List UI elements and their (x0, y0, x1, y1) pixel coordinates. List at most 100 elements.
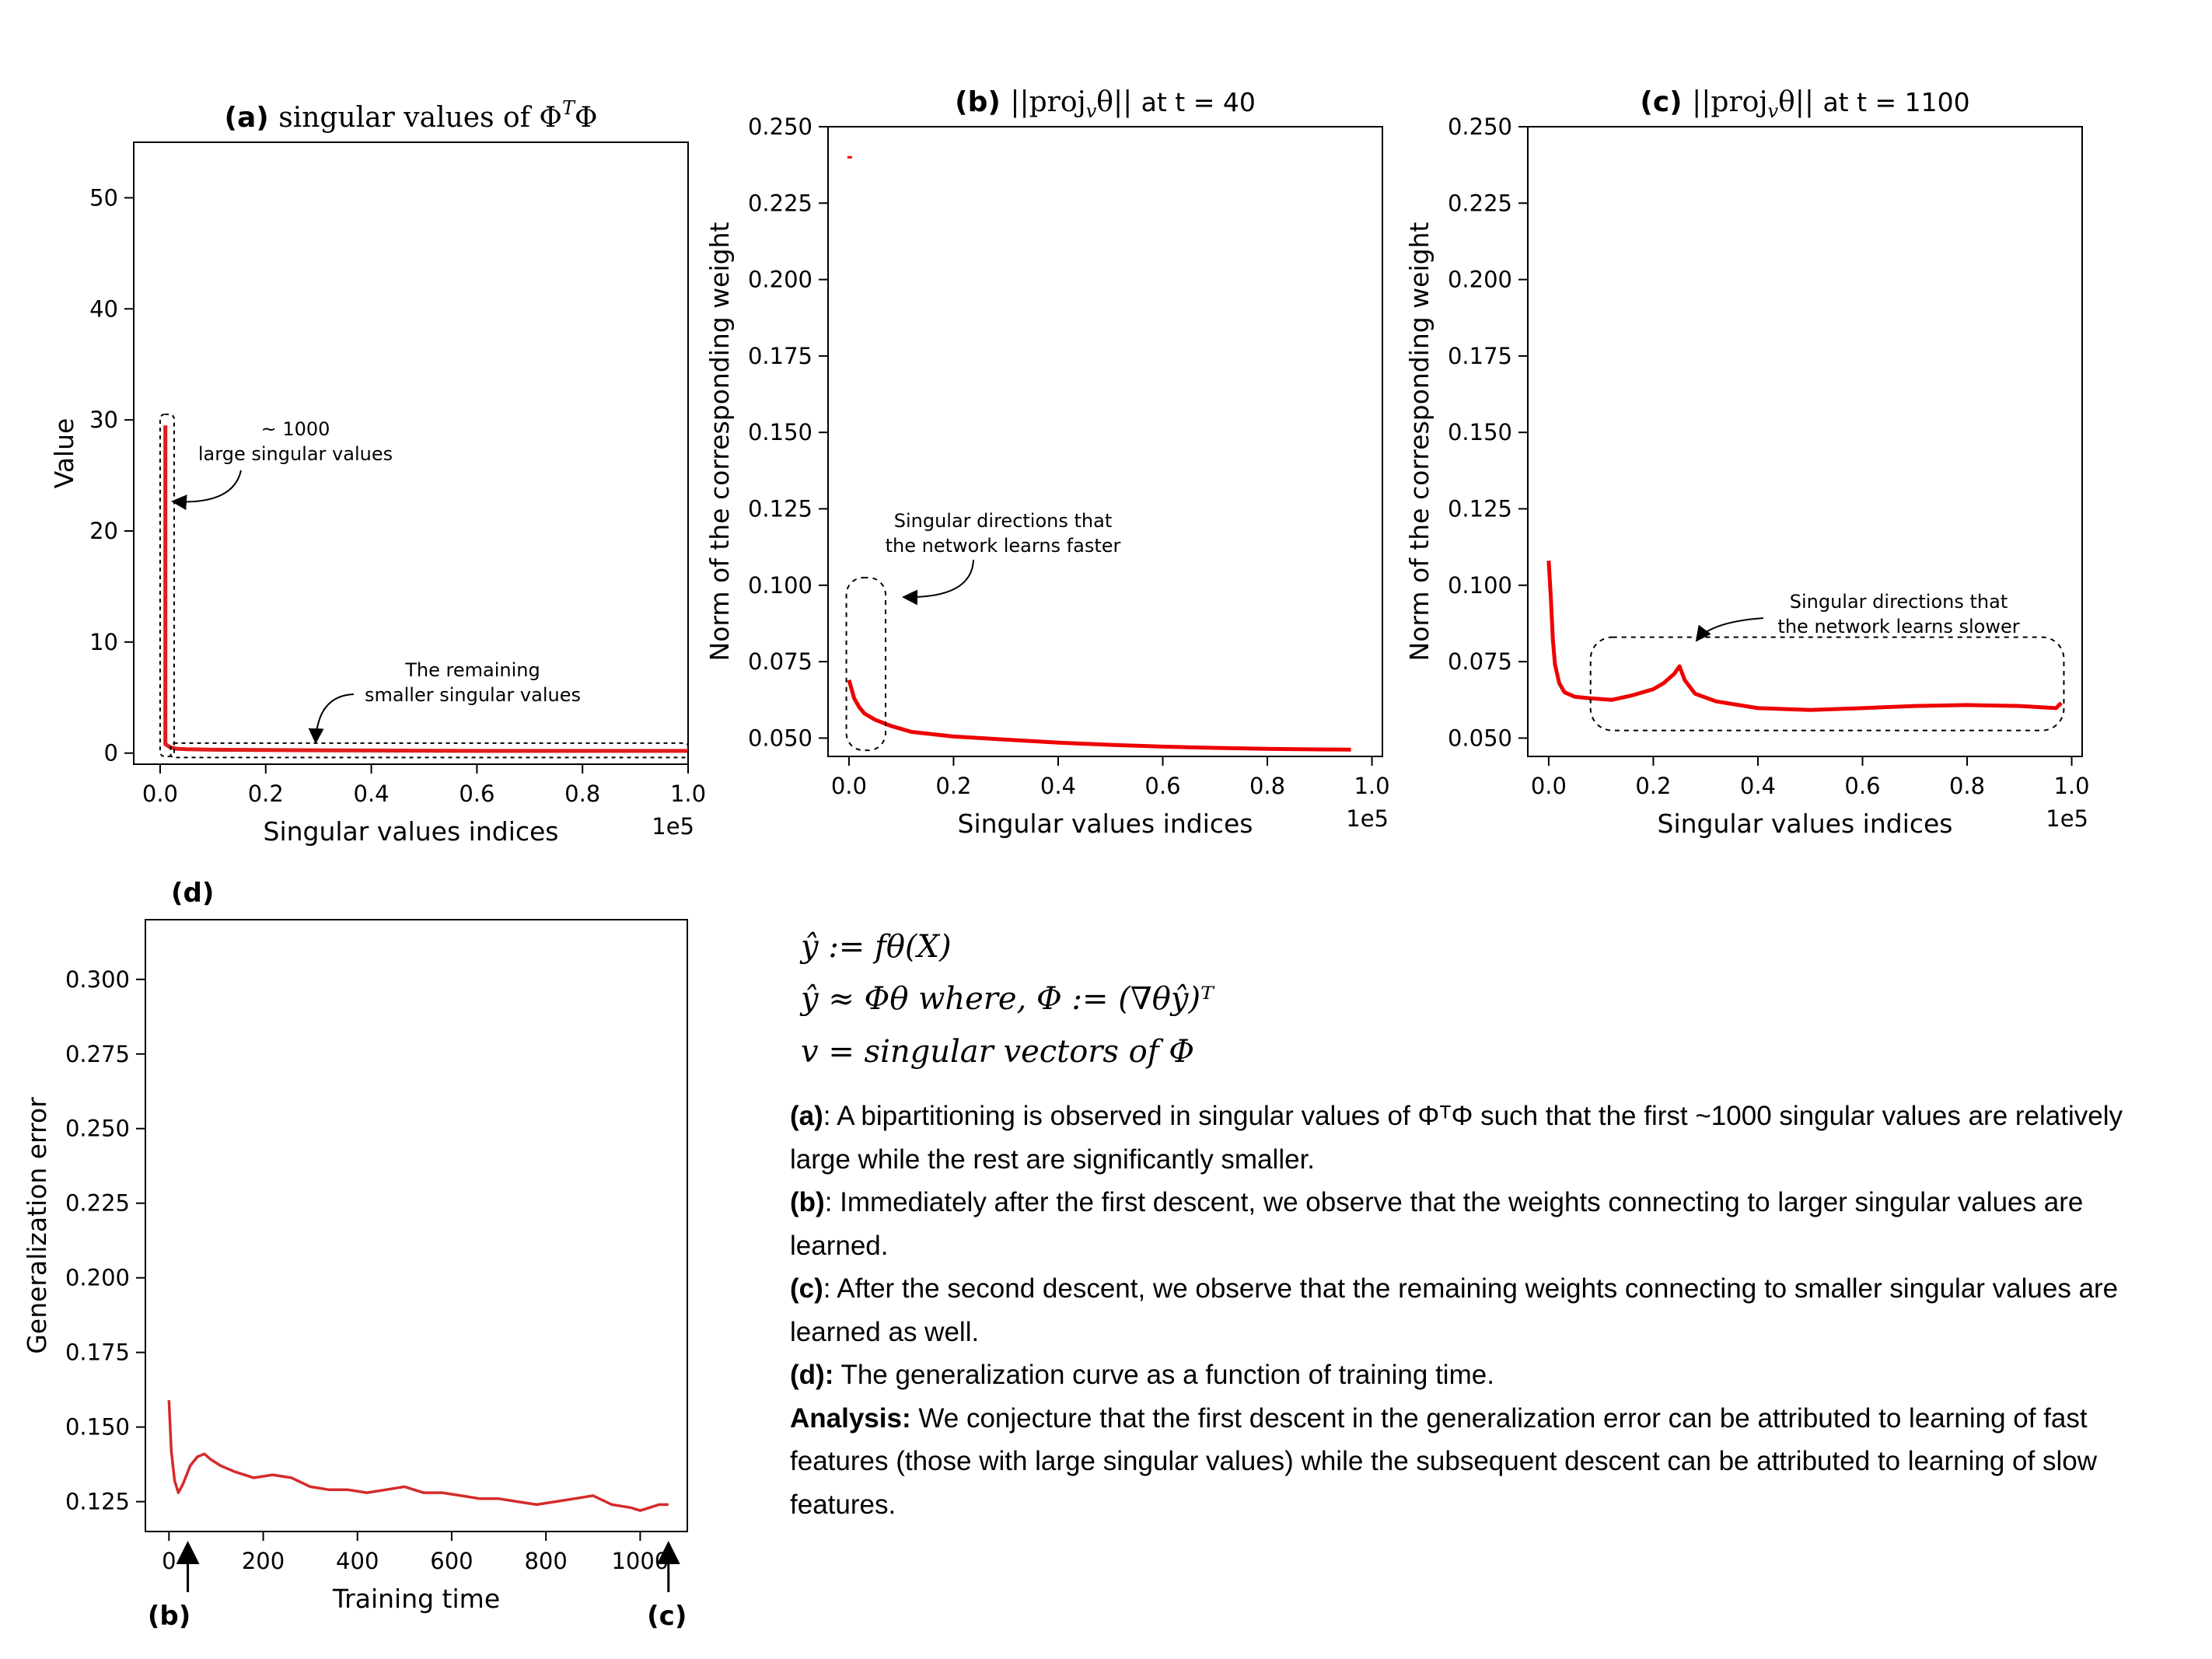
x-tick-label: 0.2 (935, 773, 971, 799)
title-tail: θ|| (1778, 86, 1822, 118)
x-tick-label: 0 (162, 1548, 176, 1574)
annotation-arrow-small (308, 693, 355, 744)
y-tick-label: 0.225 (748, 190, 812, 216)
x-tick-label: 200 (242, 1548, 285, 1574)
panel-label: (d) (171, 878, 214, 909)
x-tick-label: 0.0 (142, 781, 178, 807)
panel-label: (c) (1640, 86, 1692, 118)
caption-text: : A bipartitioning is observed in singul… (790, 1101, 2123, 1175)
x-tick-label: 1000 (611, 1548, 669, 1574)
caption-paragraph-d: (d): The generalization curve as a funct… (790, 1353, 2182, 1397)
series-line (1546, 561, 2063, 712)
annotation-arrow-large (171, 470, 242, 511)
x-tick-label: 0.4 (354, 781, 390, 807)
x-tick-label: 0.4 (1740, 773, 1776, 799)
caption-text: : Immediately after the first descent, w… (790, 1187, 2084, 1261)
x-axis-label: Training time (332, 1584, 500, 1614)
y-tick-label: 0.300 (65, 966, 130, 993)
x-axis-multiplier: 1e5 (2046, 805, 2088, 832)
chart-a: 0.0 0.2 0.4 0.6 0.8 1.0 0 10 20 30 40 50 Singular va… (49, 97, 706, 847)
caption-paragraph-c: (c): After the second descent, we observ… (790, 1267, 2182, 1353)
y-tick-label: 0.075 (1448, 648, 1512, 675)
highlight-box-slower (1589, 636, 2065, 732)
title-suffix: at t = 1100 (1822, 87, 1969, 117)
chart-d: 0 200 400 600 800 1000 0.125 0.150 0.175 0.200 0.2… (22, 878, 688, 1632)
highlight-box-large (159, 414, 175, 757)
x-tick-label: 0.8 (564, 781, 600, 807)
title-suffix: at t = 40 (1141, 87, 1256, 117)
y-tick-label: 0.100 (1448, 572, 1512, 599)
caption-label: (b) (790, 1187, 825, 1217)
y-axis-label: Norm of the corresponding weight (1404, 222, 1434, 662)
title-text: ||proj (1692, 86, 1767, 118)
annotation-arrow-slower (1695, 617, 1764, 642)
x-tick-label: 600 (430, 1548, 473, 1574)
equation-yhat-definition: ŷ := fθ(X) (801, 929, 952, 965)
figure-caption: (a): A bipartitioning is observed in sin… (790, 1095, 2182, 1526)
x-tick-label: 0.6 (459, 781, 494, 807)
caption-label: (c) (790, 1273, 823, 1304)
caption-text: : After the second descent, we observe t… (790, 1273, 2119, 1347)
title-superscript: T (562, 97, 576, 119)
chart-c: 0.0 0.2 0.4 0.6 0.8 1.0 0.050 0.075 0.100 0.125 0.… (1404, 86, 2090, 839)
x-tick-label: 0.6 (1144, 773, 1180, 799)
y-axis-label: Generalization error (22, 1097, 52, 1354)
x-axis-label: Singular values indices (958, 809, 1253, 839)
annotation-small-line2: smaller singular values (365, 684, 581, 706)
x-tick-label: 1.0 (670, 781, 706, 807)
caption-paragraph-analysis: Analysis: We conjecture that the first d… (790, 1397, 2182, 1527)
y-tick-label: 0.050 (748, 725, 812, 751)
title-tail: θ|| (1096, 86, 1141, 118)
y-tick-label: 0.100 (748, 572, 812, 599)
y-tick-label: 0.175 (748, 343, 812, 369)
chart-title: (c) ||projvθ|| at t = 1100 (1640, 86, 1969, 122)
y-tick-label: 0.200 (748, 267, 812, 293)
caption-label: Analysis: (790, 1402, 911, 1434)
y-tick-label: 0.200 (1448, 267, 1512, 293)
y-tick-label: 0.275 (65, 1041, 130, 1067)
y-tick-label: 0.175 (1448, 343, 1512, 369)
y-tick-label: 0.125 (1448, 496, 1512, 522)
x-tick-label: 0.0 (1531, 773, 1567, 799)
series-line (167, 1400, 669, 1512)
y-tick-label: 0.225 (1448, 190, 1512, 216)
x-tick-label: 0.2 (1635, 773, 1671, 799)
series-line (163, 425, 688, 753)
title-subscript: v (1768, 100, 1779, 122)
y-tick-label: 0.250 (65, 1116, 130, 1142)
x-axis-label: Singular values indices (1658, 809, 1953, 839)
x-axis-multiplier: 1e5 (1346, 805, 1389, 832)
plot-frame (827, 126, 1383, 757)
annotation-large-line2: large singular values (198, 443, 393, 465)
caption-label: (a) (790, 1101, 823, 1131)
annotation-slower-line1: Singular directions that (1790, 591, 2008, 613)
y-tick-label: 30 (89, 407, 118, 433)
caption-label: (d): (790, 1360, 834, 1390)
x-tick-label: 0.6 (1844, 773, 1880, 799)
time-marker-label: (b) (148, 1601, 190, 1632)
series-line (847, 679, 1351, 752)
x-tick-label: 800 (524, 1548, 567, 1574)
title-text: ||proj (1010, 86, 1085, 118)
annotation-small-line1: The remaining (404, 659, 540, 681)
equation-singular-vectors: v = singular vectors of Φ (801, 1034, 1195, 1070)
annotation-large-line1: ~ 1000 (261, 418, 330, 440)
caption-paragraph-a: (a): A bipartitioning is observed in sin… (790, 1095, 2182, 1181)
y-tick-label: 0.175 (65, 1339, 130, 1366)
y-tick-label: 40 (89, 295, 118, 322)
plot-frame (133, 141, 689, 765)
annotation-arrow-faster (902, 559, 974, 606)
y-axis-label: Value (49, 418, 79, 489)
y-tick-label: 0.150 (65, 1414, 130, 1441)
x-tick-label: 400 (336, 1548, 379, 1574)
equation-approximation: ŷ ≈ Φθ where, Φ := (∇θŷ)ᵀ (801, 981, 1214, 1017)
y-tick-label: 0.250 (1448, 114, 1512, 140)
plot-frame (1527, 126, 2083, 757)
y-tick-label: 0.150 (1448, 419, 1512, 445)
chart-title: (a) singular values of ΦTΦ (225, 97, 598, 134)
chart-title: (b) ||projvθ|| at t = 40 (955, 86, 1256, 122)
caption-paragraph-b: (b): Immediately after the first descent… (790, 1181, 2182, 1267)
y-tick-label: 0.200 (65, 1265, 130, 1291)
y-tick-label: 0.075 (748, 648, 812, 675)
